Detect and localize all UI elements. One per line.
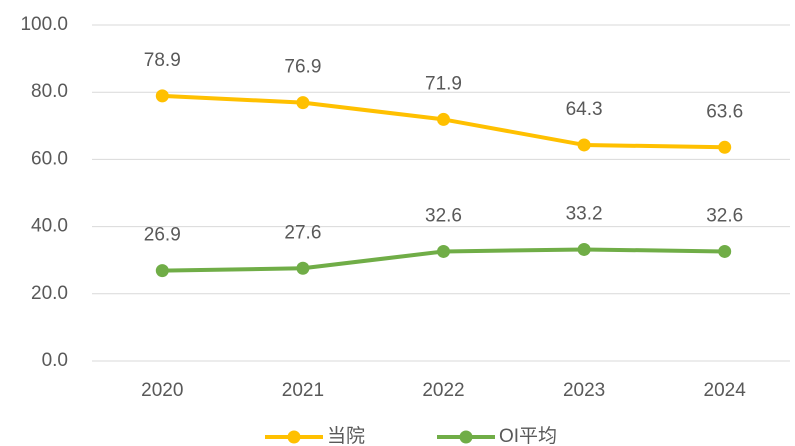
data-label: 33.2 — [566, 203, 603, 224]
x-tick-label: 2024 — [704, 380, 747, 401]
data-label: 32.6 — [706, 205, 743, 226]
y-tick-label: 0.0 — [42, 350, 68, 371]
y-tick-label: 80.0 — [31, 81, 68, 102]
data-label: 76.9 — [284, 57, 321, 78]
x-tick-label: 2023 — [563, 380, 605, 401]
data-label: 71.9 — [425, 73, 462, 94]
x-tick-label: 2021 — [282, 380, 324, 401]
data-label: 32.6 — [425, 205, 462, 226]
legend-marker — [459, 430, 473, 444]
x-tick-label: 2020 — [141, 380, 183, 401]
legend-label: OI平均 — [499, 425, 557, 446]
point — [296, 96, 310, 110]
point — [155, 264, 169, 278]
point — [577, 138, 591, 152]
point — [577, 242, 591, 256]
point — [437, 112, 450, 126]
y-tick-label: 40.0 — [31, 216, 68, 237]
data-label: 27.6 — [284, 222, 321, 243]
point — [296, 261, 310, 275]
point — [718, 140, 732, 154]
data-label: 63.6 — [706, 101, 743, 122]
point — [155, 89, 169, 103]
x-tick-label: 2022 — [422, 380, 464, 401]
y-tick-label: 20.0 — [31, 283, 68, 304]
legend-marker — [287, 430, 301, 444]
y-tick-label: 60.0 — [31, 148, 68, 169]
y-tick-label: 100.0 — [20, 14, 68, 35]
data-label: 78.9 — [144, 50, 181, 71]
legend-label: 当院 — [327, 425, 365, 446]
data-label: 26.9 — [144, 225, 181, 246]
point — [718, 244, 732, 258]
point — [437, 244, 450, 258]
data-label: 64.3 — [566, 99, 603, 120]
